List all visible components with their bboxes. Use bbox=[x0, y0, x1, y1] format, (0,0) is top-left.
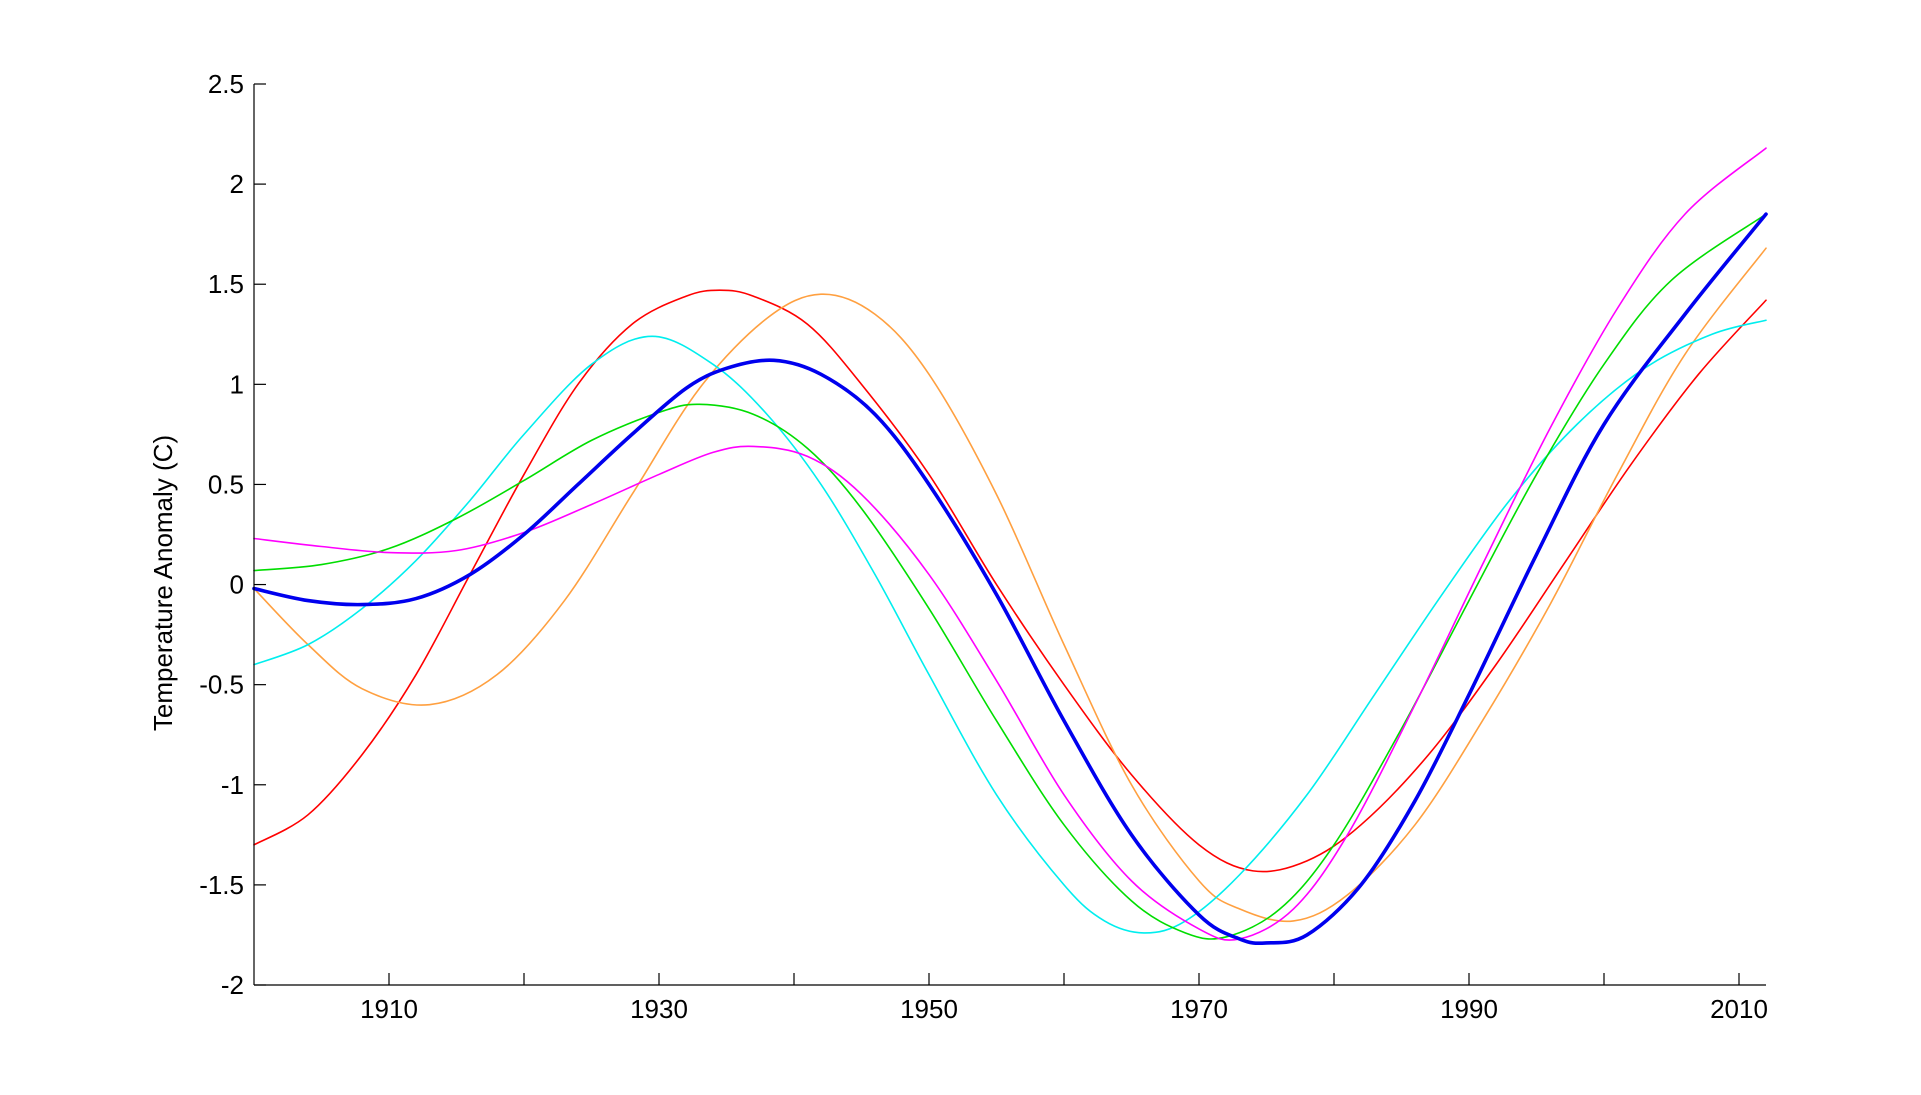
x-tick-label: 1930 bbox=[630, 994, 688, 1024]
x-tick-label: 1910 bbox=[360, 994, 418, 1024]
y-tick-label: 2.5 bbox=[208, 69, 244, 99]
y-tick-label: -1 bbox=[221, 770, 244, 800]
series-line-5 bbox=[253, 147, 1767, 941]
y-axis-label: Temperature Anomaly (C) bbox=[148, 435, 178, 731]
y-tick-label: -1.5 bbox=[199, 870, 244, 900]
x-tick-label: 1970 bbox=[1170, 994, 1228, 1024]
y-tick-label: 0.5 bbox=[208, 469, 244, 499]
y-tick-label: 0 bbox=[230, 570, 244, 600]
y-tick-label: 2 bbox=[230, 169, 244, 199]
series-line-6 bbox=[252, 212, 1768, 946]
series-line-3 bbox=[253, 319, 1767, 934]
series-layer bbox=[252, 147, 1768, 946]
axes-layer: -2 -1.5 -1 -0.5 0 0.5 1 1.5 2 2.5 1910 1930 1950 1970… bbox=[199, 69, 1768, 1024]
series-line-2 bbox=[253, 247, 1767, 923]
y-tick-label: -0.5 bbox=[199, 670, 244, 700]
x-tick-label: 1990 bbox=[1440, 994, 1498, 1024]
y-tick-label: -2 bbox=[221, 970, 244, 1000]
x-tick-label: 2010 bbox=[1710, 994, 1768, 1024]
y-tick-label: 1.5 bbox=[208, 269, 244, 299]
series-line-4 bbox=[253, 213, 1767, 940]
y-tick-label: 1 bbox=[230, 369, 244, 399]
series-line-1 bbox=[253, 289, 1767, 873]
x-tick-label: 1950 bbox=[900, 994, 958, 1024]
